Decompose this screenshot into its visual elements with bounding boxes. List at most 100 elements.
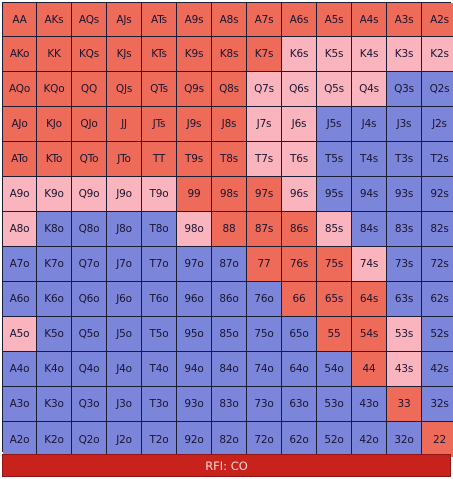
- hand-cell-Q4s[interactable]: Q4s: [352, 72, 387, 107]
- hand-cell-J7s[interactable]: J7s: [247, 107, 282, 142]
- hand-cell-J4s[interactable]: J4s: [352, 107, 387, 142]
- hand-cell-A5o[interactable]: A5o: [3, 317, 37, 352]
- hand-cell-K9o[interactable]: K9o: [37, 177, 72, 212]
- hand-cell-84s[interactable]: 84s: [352, 212, 387, 247]
- hand-cell-72o[interactable]: 72o: [247, 422, 282, 457]
- hand-cell-A9s[interactable]: A9s: [177, 3, 212, 37]
- hand-cell-83o[interactable]: 83o: [212, 387, 247, 422]
- hand-cell-85o[interactable]: 85o: [212, 317, 247, 352]
- hand-cell-95s[interactable]: 95s: [317, 177, 352, 212]
- hand-cell-J9s[interactable]: J9s: [177, 107, 212, 142]
- hand-cell-52s[interactable]: 52s: [422, 317, 453, 352]
- hand-cell-JJ[interactable]: JJ: [107, 107, 142, 142]
- hand-cell-82o[interactable]: 82o: [212, 422, 247, 457]
- hand-cell-75o[interactable]: 75o: [247, 317, 282, 352]
- hand-cell-KK[interactable]: KK: [37, 37, 72, 72]
- hand-cell-A9o[interactable]: A9o: [3, 177, 37, 212]
- hand-cell-87s[interactable]: 87s: [247, 212, 282, 247]
- hand-cell-A4o[interactable]: A4o: [3, 352, 37, 387]
- hand-cell-K8s[interactable]: K8s: [212, 37, 247, 72]
- hand-cell-43o[interactable]: 43o: [352, 387, 387, 422]
- hand-cell-J3s[interactable]: J3s: [387, 107, 422, 142]
- hand-cell-K7s[interactable]: K7s: [247, 37, 282, 72]
- hand-cell-84o[interactable]: 84o: [212, 352, 247, 387]
- hand-cell-A3s[interactable]: A3s: [387, 3, 422, 37]
- hand-cell-A7o[interactable]: A7o: [3, 247, 37, 282]
- hand-cell-K8o[interactable]: K8o: [37, 212, 72, 247]
- hand-cell-KQs[interactable]: KQs: [72, 37, 107, 72]
- hand-cell-A8s[interactable]: A8s: [212, 3, 247, 37]
- hand-cell-98o[interactable]: 98o: [177, 212, 212, 247]
- hand-cell-T4o[interactable]: T4o: [142, 352, 177, 387]
- hand-cell-KTs[interactable]: KTs: [142, 37, 177, 72]
- hand-cell-T3o[interactable]: T3o: [142, 387, 177, 422]
- hand-cell-K6s[interactable]: K6s: [282, 37, 317, 72]
- hand-cell-64s[interactable]: 64s: [352, 282, 387, 317]
- hand-cell-K4s[interactable]: K4s: [352, 37, 387, 72]
- hand-cell-JTs[interactable]: JTs: [142, 107, 177, 142]
- hand-cell-52o[interactable]: 52o: [317, 422, 352, 457]
- hand-cell-42o[interactable]: 42o: [352, 422, 387, 457]
- hand-cell-43s[interactable]: 43s: [387, 352, 422, 387]
- hand-cell-J7o[interactable]: J7o: [107, 247, 142, 282]
- hand-cell-A2o[interactable]: A2o: [3, 422, 37, 457]
- hand-cell-Q6o[interactable]: Q6o: [72, 282, 107, 317]
- hand-cell-33[interactable]: 33: [387, 387, 422, 422]
- hand-cell-K5s[interactable]: K5s: [317, 37, 352, 72]
- hand-cell-96o[interactable]: 96o: [177, 282, 212, 317]
- hand-cell-T7o[interactable]: T7o: [142, 247, 177, 282]
- hand-cell-K3s[interactable]: K3s: [387, 37, 422, 72]
- hand-cell-T2s[interactable]: T2s: [422, 142, 453, 177]
- hand-cell-Q6s[interactable]: Q6s: [282, 72, 317, 107]
- hand-cell-93s[interactable]: 93s: [387, 177, 422, 212]
- hand-cell-T7s[interactable]: T7s: [247, 142, 282, 177]
- hand-cell-T2o[interactable]: T2o: [142, 422, 177, 457]
- hand-cell-KJs[interactable]: KJs: [107, 37, 142, 72]
- hand-cell-Q7s[interactable]: Q7s: [247, 72, 282, 107]
- hand-cell-A4s[interactable]: A4s: [352, 3, 387, 37]
- hand-cell-TT[interactable]: TT: [142, 142, 177, 177]
- hand-cell-AQs[interactable]: AQs: [72, 3, 107, 37]
- hand-cell-92s[interactable]: 92s: [422, 177, 453, 212]
- hand-cell-97s[interactable]: 97s: [247, 177, 282, 212]
- hand-cell-QTo[interactable]: QTo: [72, 142, 107, 177]
- hand-cell-Q5s[interactable]: Q5s: [317, 72, 352, 107]
- hand-cell-74o[interactable]: 74o: [247, 352, 282, 387]
- hand-cell-32o[interactable]: 32o: [387, 422, 422, 457]
- hand-cell-T6s[interactable]: T6s: [282, 142, 317, 177]
- hand-cell-J6o[interactable]: J6o: [107, 282, 142, 317]
- hand-cell-53o[interactable]: 53o: [317, 387, 352, 422]
- hand-cell-Q9o[interactable]: Q9o: [72, 177, 107, 212]
- hand-cell-65s[interactable]: 65s: [317, 282, 352, 317]
- hand-cell-J8s[interactable]: J8s: [212, 107, 247, 142]
- hand-cell-AQo[interactable]: AQo: [3, 72, 37, 107]
- hand-cell-J9o[interactable]: J9o: [107, 177, 142, 212]
- hand-cell-T9s[interactable]: T9s: [177, 142, 212, 177]
- hand-cell-Q2s[interactable]: Q2s: [422, 72, 453, 107]
- hand-cell-T5s[interactable]: T5s: [317, 142, 352, 177]
- hand-cell-77[interactable]: 77: [247, 247, 282, 282]
- hand-cell-97o[interactable]: 97o: [177, 247, 212, 282]
- hand-cell-Q4o[interactable]: Q4o: [72, 352, 107, 387]
- hand-cell-98s[interactable]: 98s: [212, 177, 247, 212]
- hand-cell-73s[interactable]: 73s: [387, 247, 422, 282]
- hand-cell-A6o[interactable]: A6o: [3, 282, 37, 317]
- hand-cell-K7o[interactable]: K7o: [37, 247, 72, 282]
- hand-cell-ATs[interactable]: ATs: [142, 3, 177, 37]
- hand-cell-94s[interactable]: 94s: [352, 177, 387, 212]
- hand-cell-K9s[interactable]: K9s: [177, 37, 212, 72]
- hand-cell-54o[interactable]: 54o: [317, 352, 352, 387]
- hand-cell-J5s[interactable]: J5s: [317, 107, 352, 142]
- hand-cell-AA[interactable]: AA: [3, 3, 37, 37]
- hand-cell-T4s[interactable]: T4s: [352, 142, 387, 177]
- hand-cell-72s[interactable]: 72s: [422, 247, 453, 282]
- hand-cell-88[interactable]: 88: [212, 212, 247, 247]
- hand-cell-AJo[interactable]: AJo: [3, 107, 37, 142]
- hand-cell-T9o[interactable]: T9o: [142, 177, 177, 212]
- hand-cell-76s[interactable]: 76s: [282, 247, 317, 282]
- hand-cell-A7s[interactable]: A7s: [247, 3, 282, 37]
- hand-cell-76o[interactable]: 76o: [247, 282, 282, 317]
- hand-cell-ATo[interactable]: ATo: [3, 142, 37, 177]
- hand-cell-T8o[interactable]: T8o: [142, 212, 177, 247]
- hand-cell-T8s[interactable]: T8s: [212, 142, 247, 177]
